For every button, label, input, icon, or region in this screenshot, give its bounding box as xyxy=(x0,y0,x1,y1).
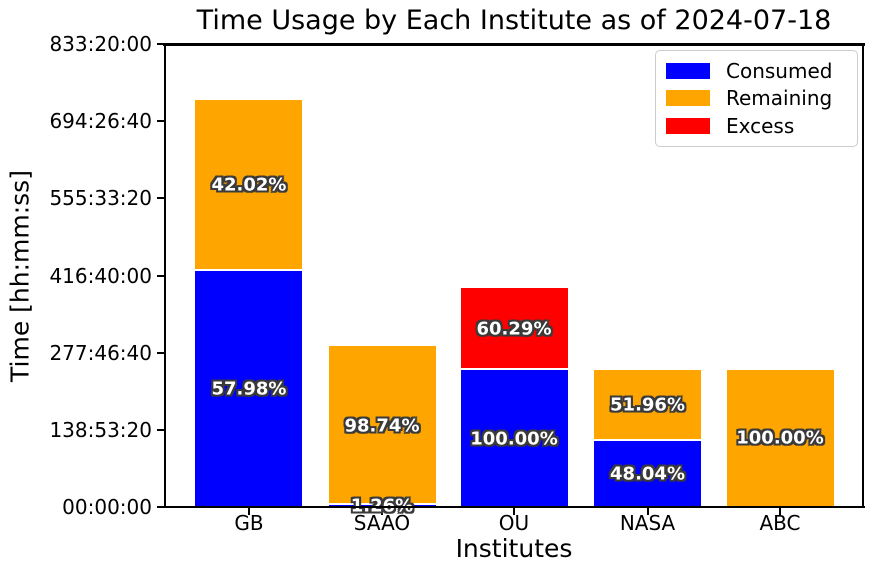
bar-label-remaining-nasa: 51.96% xyxy=(610,394,686,416)
y-tick-label: 416:40:00 xyxy=(49,263,152,288)
x-tick-label-gb: GB xyxy=(234,511,264,535)
y-tick-label: 277:46:40 xyxy=(49,340,152,365)
chart-title: Time Usage by Each Institute as of 2024-… xyxy=(196,5,832,36)
bar-label-consumed-nasa: 48.04% xyxy=(610,463,686,485)
y-tick-mark xyxy=(157,351,165,354)
legend-item-consumed: Consumed xyxy=(666,61,847,81)
bar-segment-remaining-saao xyxy=(328,346,436,503)
x-tick-label-ou: OU xyxy=(498,511,530,535)
legend-swatch-consumed xyxy=(666,62,710,79)
bar-segment-remaining-abc xyxy=(726,369,834,507)
y-tick-label: 00:00:00 xyxy=(62,495,152,519)
legend: Consumed Remaining Excess xyxy=(655,50,858,147)
x-tick-label-nasa: NASA xyxy=(619,511,676,535)
axis-spine-left xyxy=(163,44,166,507)
bar-segment-remaining-nasa xyxy=(594,369,702,440)
axis-spine-top xyxy=(163,43,865,46)
axis-spine-bottom xyxy=(163,505,865,508)
axis-spine-right xyxy=(861,44,864,507)
y-tick-label: 555:33:20 xyxy=(49,186,152,211)
y-tick-label: 833:20:00 xyxy=(49,32,152,56)
x-tick-mark xyxy=(779,508,781,515)
y-tick-mark xyxy=(157,506,165,508)
y-tick-mark xyxy=(157,428,165,431)
bar-segment-consumed-gb xyxy=(195,270,303,507)
y-tick-mark xyxy=(157,274,165,277)
y-tick-label: 138:53:20 xyxy=(49,417,152,442)
y-tick-label: 694:26:40 xyxy=(49,109,152,134)
x-tick-mark xyxy=(646,508,649,515)
bar-label-remaining-gb: 42.02% xyxy=(211,174,287,196)
bar-label-remaining-saao: 98.74% xyxy=(344,415,420,437)
bar-segment-remaining-gb xyxy=(195,99,303,269)
bar-label-excess-ou: 60.29% xyxy=(476,318,552,340)
x-tick-mark xyxy=(381,508,383,515)
x-tick-label-abc: ABC xyxy=(759,511,801,535)
bars-layer: 57.98% 42.02% 1.26% 98.74% 100.00% 60.29% 48.0… xyxy=(165,44,863,516)
legend-label: Remaining xyxy=(726,86,833,111)
bar-segment-consumed-ou xyxy=(460,370,568,507)
x-tick-label-saao: SAAO xyxy=(353,511,411,535)
y-tick-mark xyxy=(157,120,165,123)
bar-label-consumed-gb: 57.98% xyxy=(211,378,287,400)
plot-area: 57.98% 42.02% 1.26% 98.74% 100.00% 60.29% 48.0… xyxy=(165,44,863,516)
x-tick-mark xyxy=(513,508,515,515)
y-tick-mark xyxy=(157,197,165,200)
legend-label: Consumed xyxy=(726,58,833,83)
x-axis-label: Institutes xyxy=(455,534,573,563)
y-tick-mark xyxy=(157,43,165,45)
legend-swatch-remaining xyxy=(666,90,710,107)
x-tick-mark xyxy=(247,508,250,515)
legend-swatch-excess xyxy=(666,118,710,135)
bar-segment-consumed-nasa xyxy=(594,441,702,507)
bar-segment-excess-ou xyxy=(460,288,568,369)
legend-item-remaining: Remaining xyxy=(666,88,847,108)
bar-label-remaining-abc: 100.00% xyxy=(736,427,824,449)
legend-item-excess: Excess xyxy=(666,116,847,136)
legend-label: Excess xyxy=(726,114,795,139)
bar-label-consumed-ou: 100.00% xyxy=(470,428,558,450)
